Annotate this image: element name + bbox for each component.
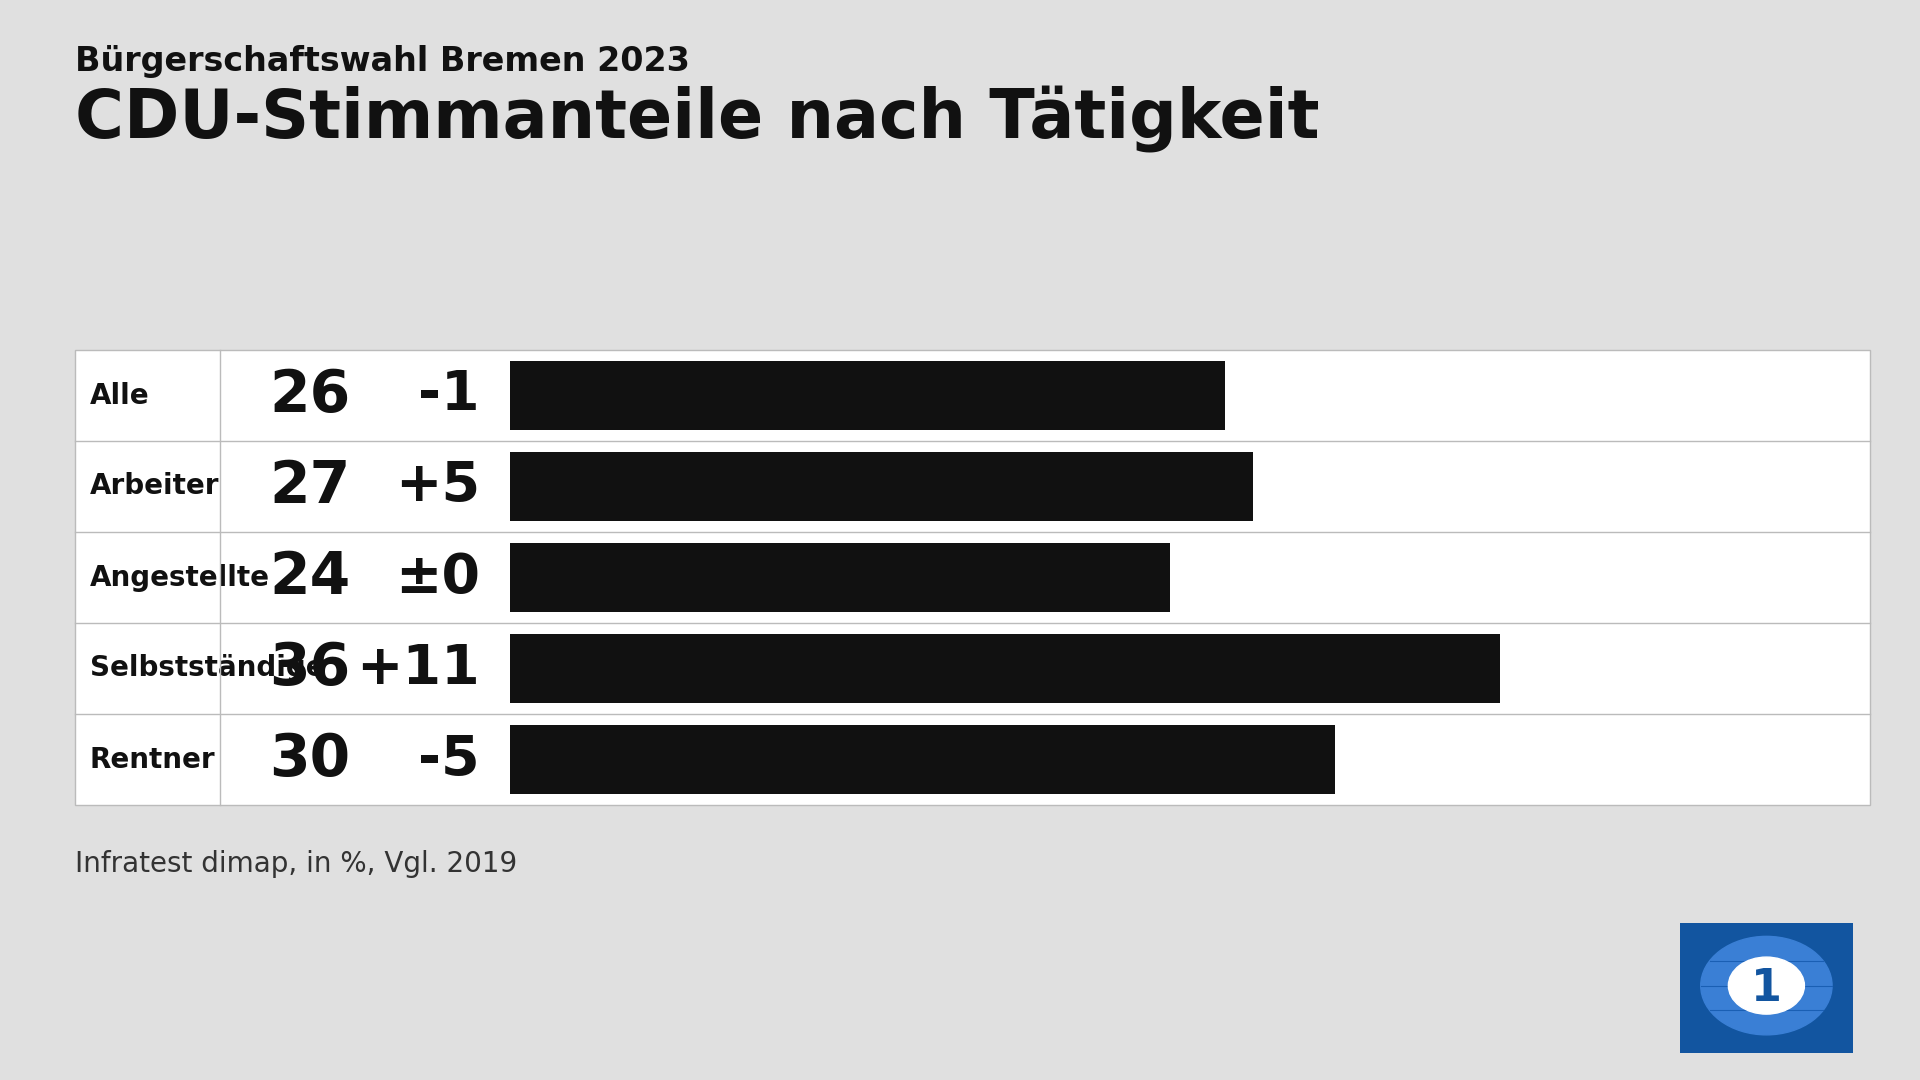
Text: +5: +5 — [396, 459, 480, 513]
Text: +11: +11 — [357, 642, 480, 696]
Text: Bürgerschaftswahl Bremen 2023: Bürgerschaftswahl Bremen 2023 — [75, 45, 689, 78]
FancyBboxPatch shape — [75, 350, 1870, 805]
Text: 1: 1 — [1751, 967, 1782, 1010]
FancyBboxPatch shape — [511, 725, 1334, 794]
Circle shape — [1728, 957, 1805, 1014]
Text: 27: 27 — [269, 458, 351, 515]
Text: ±0: ±0 — [396, 551, 480, 605]
FancyBboxPatch shape — [511, 451, 1252, 521]
Text: Arbeiter: Arbeiter — [90, 473, 219, 500]
Text: Infratest dimap, in %, Vgl. 2019: Infratest dimap, in %, Vgl. 2019 — [75, 850, 516, 878]
Text: -1: -1 — [419, 368, 480, 422]
Circle shape — [1701, 936, 1832, 1035]
Text: Selbstständige: Selbstständige — [90, 654, 324, 683]
Text: 30: 30 — [269, 731, 351, 788]
FancyBboxPatch shape — [1670, 916, 1862, 1061]
Text: -5: -5 — [419, 732, 480, 786]
Text: 36: 36 — [269, 640, 351, 697]
Text: Angestellte: Angestellte — [90, 564, 271, 592]
FancyBboxPatch shape — [511, 543, 1169, 612]
Text: CDU-Stimmanteile nach Tätigkeit: CDU-Stimmanteile nach Tätigkeit — [75, 85, 1319, 152]
Text: 26: 26 — [269, 367, 351, 424]
Text: Rentner: Rentner — [90, 745, 215, 773]
Text: 24: 24 — [269, 549, 351, 606]
Text: Alle: Alle — [90, 381, 150, 409]
FancyBboxPatch shape — [511, 361, 1225, 430]
FancyBboxPatch shape — [511, 634, 1500, 703]
